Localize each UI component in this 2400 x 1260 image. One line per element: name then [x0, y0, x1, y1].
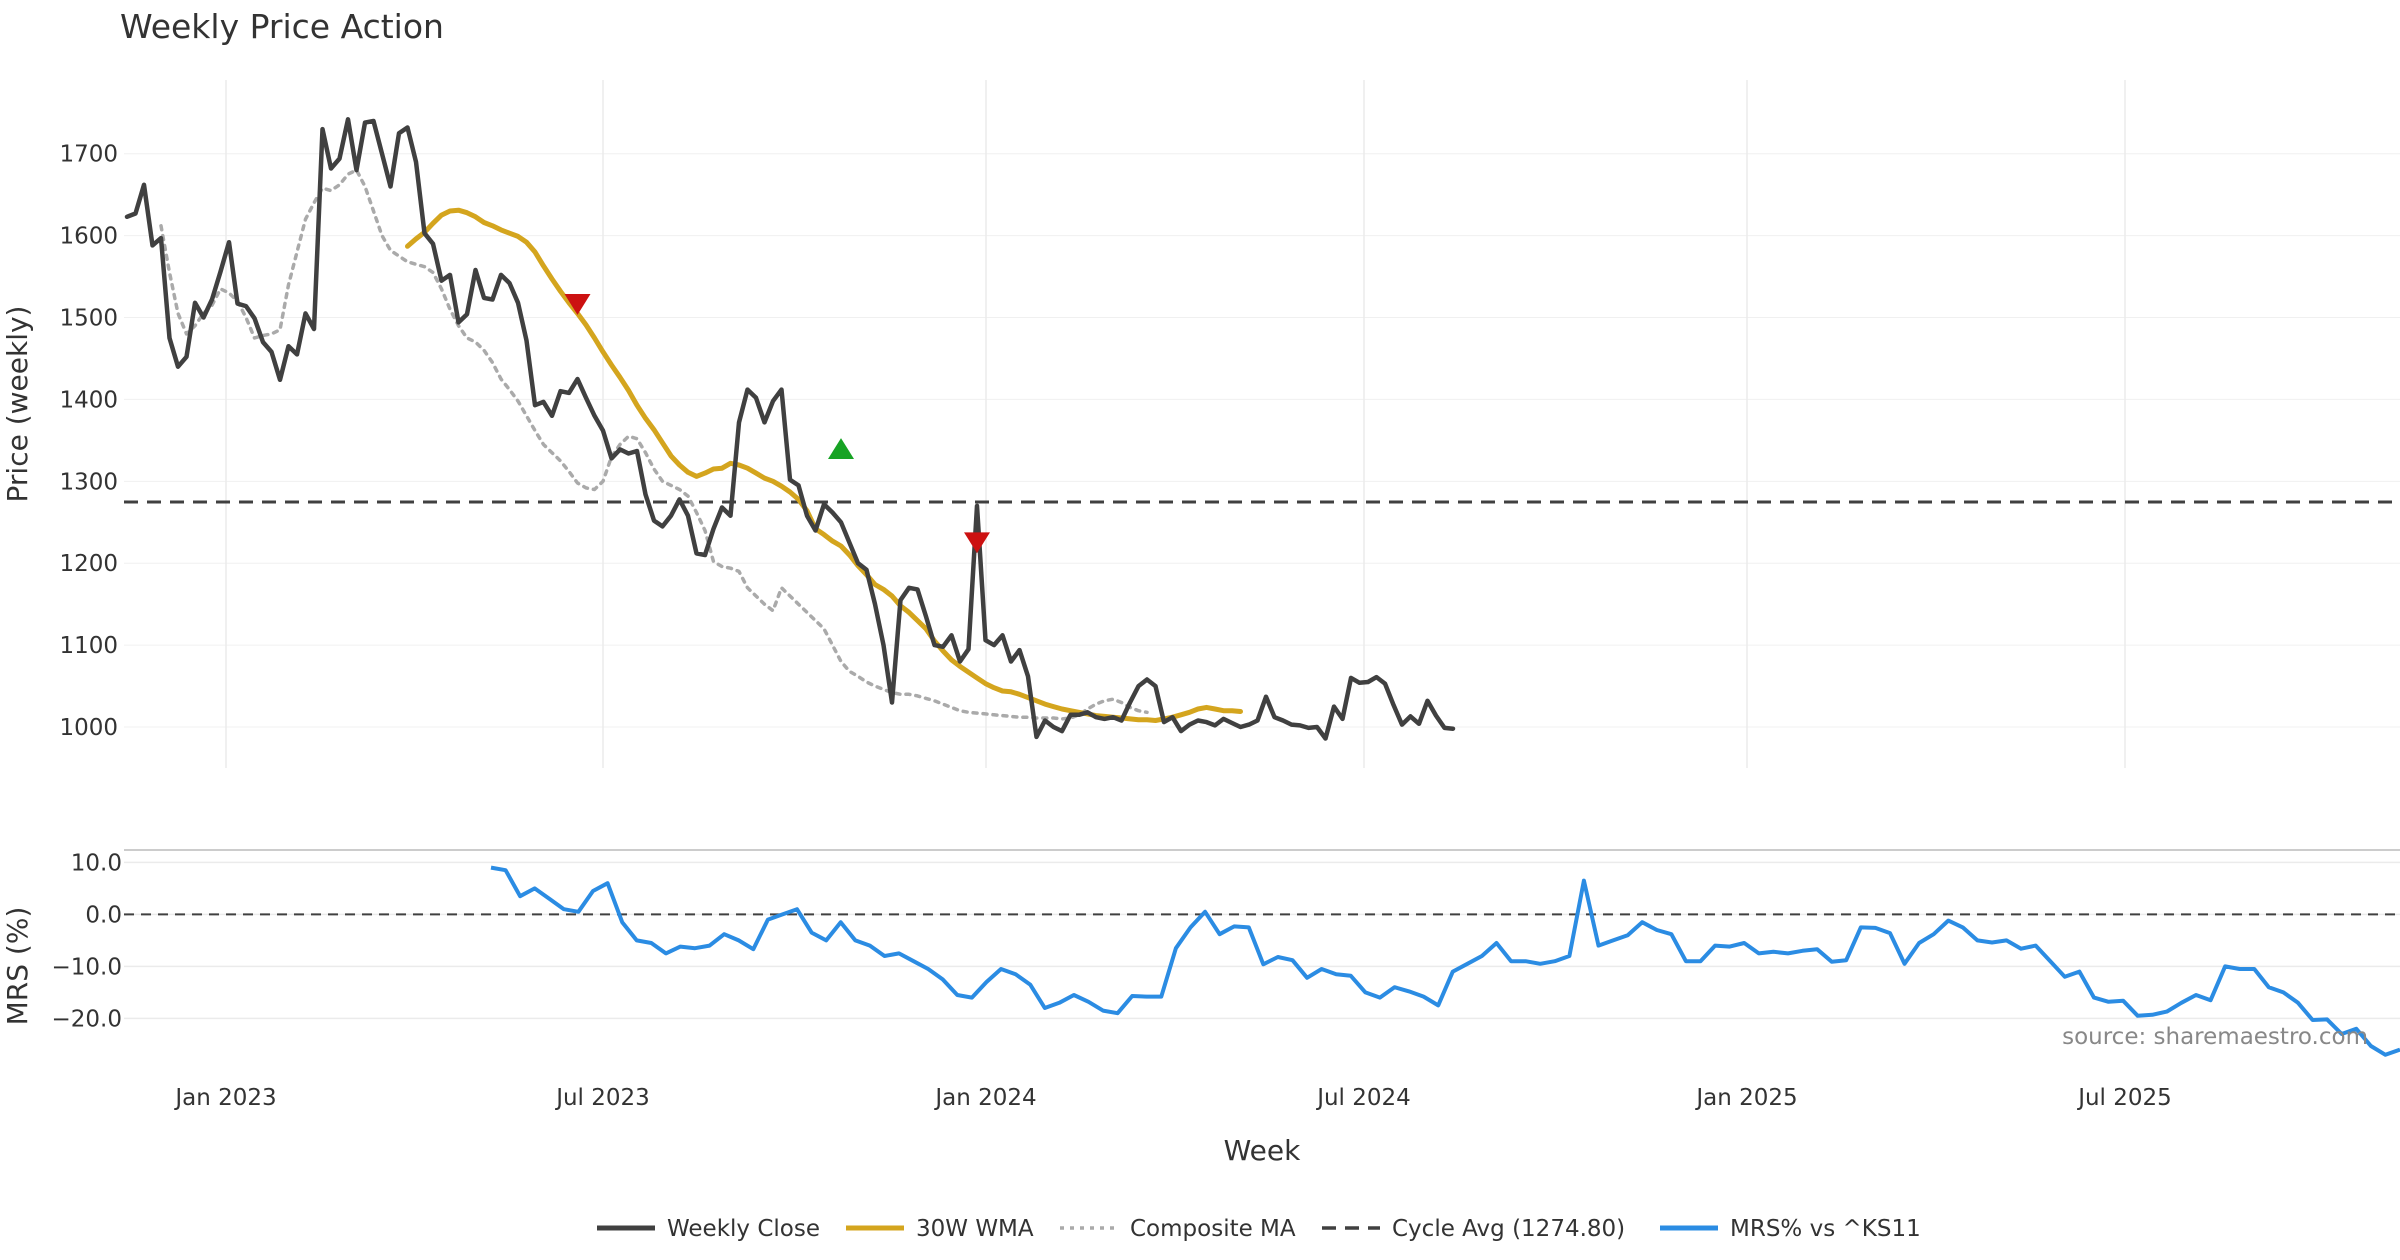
- legend-label: Composite MA: [1130, 1216, 1296, 1242]
- mrs-y-tick-label: −20.0: [52, 1006, 122, 1032]
- x-ticks: Jan 2023 Jul 2023 Jan 2024 Jul 2024 Jan 2025…: [173, 1085, 2171, 1111]
- price-y-axis-label: Price (weekly): [1, 306, 34, 503]
- source-note: source: sharemaestro.com: [2062, 1024, 2368, 1050]
- price-grid: [124, 80, 2400, 768]
- legend-label: MRS% vs ^KS11: [1730, 1216, 1921, 1242]
- mrs-y-tick-label: −10.0: [52, 954, 122, 980]
- x-tick-label: Jul 2023: [554, 1085, 650, 1111]
- mrs-y-tick-label: 0.0: [85, 902, 122, 928]
- price-y-tick-label: 1600: [59, 224, 118, 250]
- x-tick-label: Jul 2024: [1315, 1085, 1411, 1111]
- legend-label: Cycle Avg (1274.80): [1392, 1216, 1625, 1242]
- x-tick-label: Jan 2023: [173, 1085, 276, 1111]
- chart-title: Weekly Price Action: [120, 7, 444, 46]
- price-y-tick-label: 1000: [59, 715, 118, 741]
- composite-ma-line: [159, 168, 1149, 721]
- x-tick-label: Jan 2025: [1694, 1085, 1797, 1111]
- x-axis-label: Week: [1224, 1134, 1301, 1167]
- price-y-tick-label: 1300: [59, 469, 118, 495]
- legend: Weekly Close 30W WMA Composite MA Cycle Avg…: [597, 1216, 1921, 1242]
- mrs-line: [490, 865, 2400, 1057]
- mrs-y-ticks: 10.0 0.0 −10.0 −20.0: [52, 850, 122, 1032]
- weekly-close-line: [124, 117, 1456, 741]
- sell-signal-marker: [964, 532, 990, 554]
- wma-30w-line: [405, 207, 1243, 723]
- mrs-grid: [124, 861, 2400, 1020]
- mrs-series: [490, 865, 2400, 1057]
- price-series: [124, 117, 2400, 741]
- price-y-tick-label: 1400: [59, 387, 118, 413]
- price-y-tick-label: 1200: [59, 551, 118, 577]
- mrs-y-tick-label: 10.0: [71, 850, 122, 876]
- buy-signal-marker: [828, 438, 854, 459]
- sell-signal-marker: [564, 294, 591, 315]
- price-y-tick-label: 1500: [59, 306, 118, 332]
- price-y-tick-label: 1700: [59, 142, 118, 168]
- x-tick-label: Jul 2025: [2076, 1085, 2172, 1111]
- mrs-y-axis-label: MRS (%): [1, 907, 34, 1026]
- legend-label: 30W WMA: [916, 1216, 1034, 1242]
- x-tick-label: Jan 2024: [933, 1085, 1036, 1111]
- price-y-ticks: 1000 1100 1200 1300 1400 1500 1600 1700: [59, 142, 118, 741]
- legend-label: Weekly Close: [667, 1216, 820, 1242]
- price-y-tick-label: 1100: [59, 633, 118, 659]
